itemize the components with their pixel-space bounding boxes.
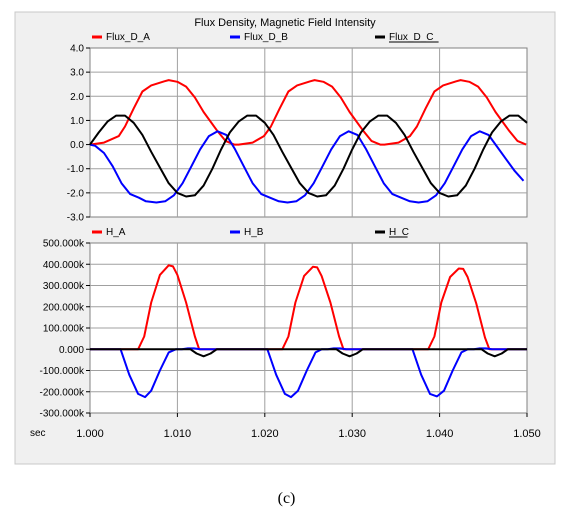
- y-tick-label: 3.0: [70, 68, 84, 79]
- series-line-h-b: [90, 347, 527, 399]
- x-tick-label: 1.020: [251, 428, 279, 440]
- field-legend[interactable]: H_A H_B H_C: [92, 227, 409, 238]
- chart-title: Flux Density, Magnetic Field Intensity: [194, 17, 376, 29]
- series-line-h-c: [90, 348, 527, 358]
- y-tick-label: -3.0: [67, 213, 85, 224]
- y-tick-label: 2.0: [70, 92, 84, 103]
- x-tick-label: 1.000: [76, 428, 104, 440]
- legend-label-h-a: H_A: [106, 227, 126, 238]
- legend-label-h-b: H_B: [244, 227, 264, 238]
- flux-series-group: [89, 79, 528, 204]
- field-series-group: [90, 264, 527, 399]
- flux-legend[interactable]: Flux_D_A Flux_D_B Flux_D_C: [92, 32, 439, 43]
- y-tick-label: 0.000: [59, 345, 84, 356]
- y-tick-label: -200.000k: [40, 387, 85, 398]
- series-line-h-a: [90, 264, 527, 351]
- x-tick-label: 1.040: [426, 428, 454, 440]
- flux-y-tick-labels: 4.0 3.0 2.0 1.0 0.0 -1.0 -2.0 -3.0: [67, 44, 90, 224]
- x-tick-label: 1.050: [513, 428, 541, 440]
- legend-label-flux-d-a: Flux_D_A: [106, 32, 150, 43]
- y-tick-label: 100.000k: [43, 324, 85, 335]
- y-tick-label: -1.0: [67, 164, 85, 175]
- legend-label-h-c: H_C: [389, 227, 409, 238]
- x-axis-unit-label: sec: [30, 428, 46, 439]
- x-tick-label: 1.010: [164, 428, 192, 440]
- figure-caption: (c): [277, 490, 296, 507]
- series-line-flux-d-a: [89, 79, 527, 146]
- legend-label-flux-d-c: Flux_D_C: [389, 32, 433, 43]
- y-tick-label: -300.000k: [40, 409, 85, 420]
- y-tick-label: 300.000k: [43, 281, 85, 292]
- y-tick-label: -100.000k: [40, 366, 85, 377]
- series-line-flux-d-b: [89, 130, 525, 204]
- y-tick-label: 4.0: [70, 44, 84, 55]
- y-tick-label: 0.0: [70, 140, 84, 151]
- time-x-tick-labels: 1.000 1.010 1.020 1.030 1.040 1.050: [76, 413, 541, 440]
- series-line-flux-d-c: [89, 114, 528, 198]
- x-tick-label: 1.030: [338, 428, 366, 440]
- field-y-tick-labels: 500.000k 400.000k 300.000k 200.000k 100.000k…: [40, 239, 90, 420]
- field-gridlines: [90, 243, 527, 413]
- y-tick-label: 200.000k: [43, 302, 85, 313]
- y-tick-label: 500.000k: [43, 239, 85, 250]
- y-tick-label: -2.0: [67, 188, 85, 199]
- legend-label-flux-d-b: Flux_D_B: [244, 32, 288, 43]
- y-tick-label: 400.000k: [43, 260, 85, 271]
- y-tick-label: 1.0: [70, 116, 84, 127]
